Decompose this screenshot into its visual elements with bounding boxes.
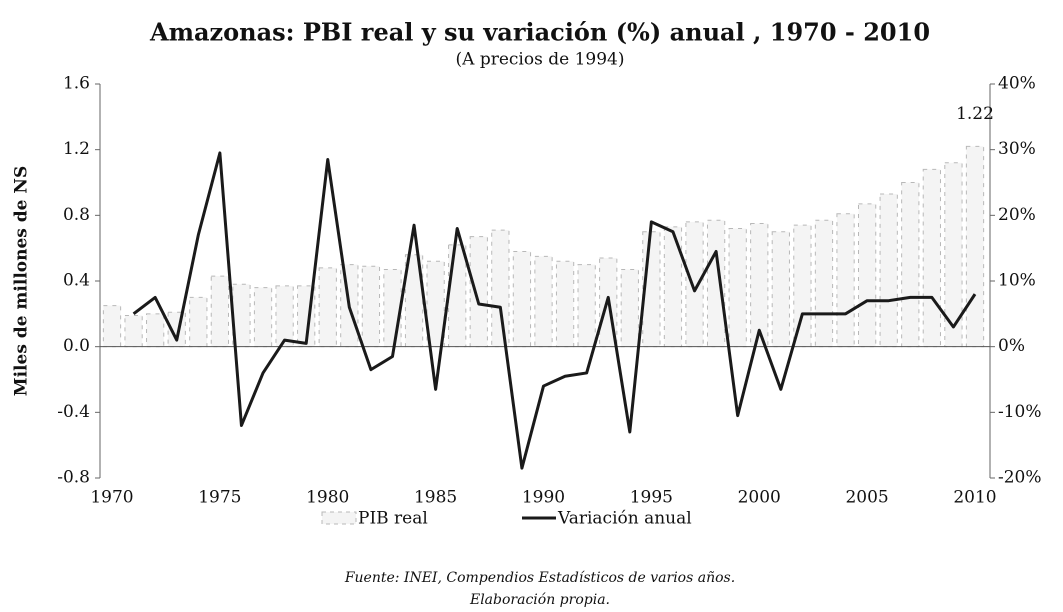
y-axis-label: Miles de millones de NS <box>12 166 32 396</box>
y2-tick-label: 0% <box>998 336 1025 356</box>
legend-label: PIB real <box>358 509 428 529</box>
source: Elaboración propia. <box>469 592 610 608</box>
y-tick-label: 0.0 <box>63 336 90 356</box>
bar <box>728 227 747 348</box>
bar <box>620 269 639 348</box>
y-tick-label: -0.4 <box>57 402 90 422</box>
y2-tick-label: 30% <box>998 139 1036 159</box>
bar <box>102 305 122 348</box>
bar <box>706 219 726 348</box>
y-tick-label: -0.8 <box>57 468 90 488</box>
bar <box>189 296 208 348</box>
bar <box>383 269 402 348</box>
bar <box>253 287 273 348</box>
x-tick-label: 2010 <box>953 488 996 508</box>
bar <box>836 213 855 348</box>
data-label: 1.22 <box>956 104 994 124</box>
legend-label: Variación anual <box>557 509 692 529</box>
bar <box>771 231 790 348</box>
bar <box>577 264 596 348</box>
line <box>132 151 977 470</box>
bar <box>922 168 941 348</box>
bar <box>685 221 704 348</box>
legend-swatch <box>321 511 357 525</box>
bar <box>879 193 898 348</box>
y2-tick-label: 40% <box>998 74 1036 94</box>
bar <box>124 314 143 348</box>
bar <box>210 275 230 348</box>
bar <box>793 224 812 348</box>
bar <box>555 260 575 348</box>
bar <box>491 229 510 348</box>
y-tick-label: 1.6 <box>63 74 90 94</box>
y2-tick-label: 20% <box>998 205 1036 225</box>
bar <box>448 244 467 348</box>
bar <box>275 285 294 348</box>
bar <box>534 255 553 348</box>
bar <box>146 313 165 348</box>
bar <box>318 267 337 348</box>
x-tick-label: 2005 <box>845 488 888 508</box>
x-tick-label: 1985 <box>414 488 457 508</box>
y2-tick-label: -20% <box>998 468 1042 488</box>
bar <box>901 182 920 348</box>
y-tick-label: 0.4 <box>63 271 90 291</box>
bar <box>814 219 834 348</box>
y-tick-label: 1.2 <box>63 139 90 159</box>
y2-tick-label: -10% <box>998 402 1042 422</box>
x-tick-label: 1975 <box>198 488 241 508</box>
chart-title: Amazonas: PBI real y su variación (%) an… <box>149 18 930 47</box>
bar <box>512 250 532 348</box>
source: Fuente: INEI, Compendios Estadísticos de… <box>344 570 735 586</box>
bar <box>965 145 985 348</box>
bar <box>469 236 488 348</box>
bar <box>857 203 877 348</box>
chart-subtitle: (A precios de 1994) <box>456 50 625 70</box>
bar <box>361 265 381 348</box>
bar <box>750 223 769 348</box>
y2-tick-label: 10% <box>998 271 1036 291</box>
x-tick-label: 1990 <box>522 488 565 508</box>
x-tick-label: 1980 <box>306 488 349 508</box>
x-tick-label: 1995 <box>630 488 673 508</box>
y-tick-label: 0.8 <box>63 205 90 225</box>
x-tick-label: 2000 <box>738 488 781 508</box>
x-tick-label: 1970 <box>90 488 133 508</box>
